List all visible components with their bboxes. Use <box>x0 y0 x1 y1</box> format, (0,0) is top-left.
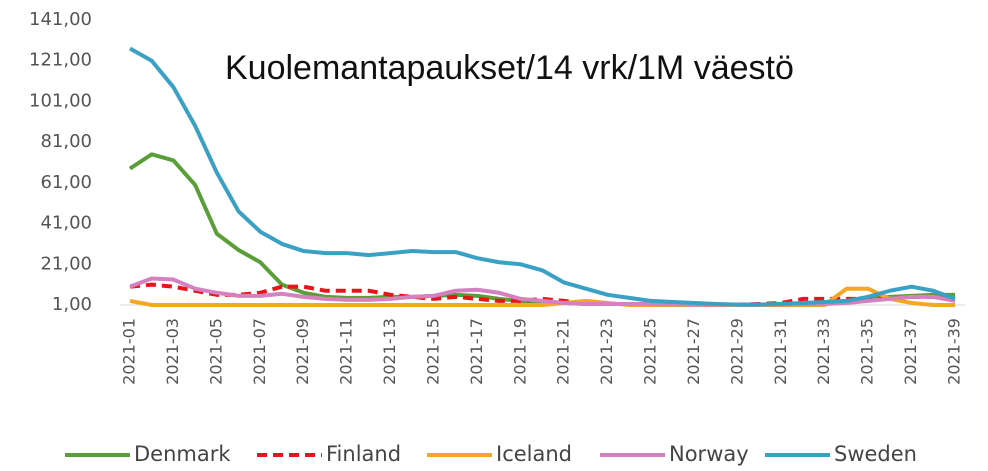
y-tick-label: 41,00 <box>40 213 92 234</box>
x-tick-label: 2021-31 <box>771 318 790 385</box>
x-tick-label: 2021-11 <box>337 318 356 385</box>
y-tick-label: 141,00 <box>29 9 92 30</box>
y-tick-label: 61,00 <box>40 172 92 193</box>
x-tick-label: 2021-09 <box>293 318 312 385</box>
y-tick-label: 101,00 <box>29 90 92 111</box>
legend-label: Denmark <box>134 442 231 466</box>
x-tick-label: 2021-15 <box>423 318 442 385</box>
y-tick-label: 1,00 <box>52 294 92 315</box>
x-tick-label: 2021-21 <box>554 318 573 385</box>
x-tick-label: 2021-25 <box>641 318 660 385</box>
legend-label: Norway <box>669 442 749 466</box>
x-tick-label: 2021-35 <box>858 318 877 385</box>
x-tick-label: 2021-17 <box>467 318 486 385</box>
x-tick-label: 2021-01 <box>120 318 139 385</box>
legend-label: Finland <box>326 442 401 466</box>
x-tick-label: 2021-27 <box>684 318 703 385</box>
x-tick-label: 2021-39 <box>945 318 964 385</box>
series-line <box>128 152 955 307</box>
legend-label: Iceland <box>496 442 572 466</box>
legend-label: Sweden <box>834 442 917 466</box>
x-tick-label: 2021-33 <box>814 318 833 385</box>
x-tick-label: 2021-05 <box>206 318 225 385</box>
series-line <box>129 282 956 307</box>
y-tick-label: 21,00 <box>40 253 92 274</box>
y-tick-label: 121,00 <box>29 50 92 71</box>
chart-title: Kuolemantapaukset/14 vrk/1M väestö <box>225 49 794 87</box>
x-tick-label: 2021-07 <box>250 318 269 385</box>
x-tick-label: 2021-03 <box>163 318 182 385</box>
x-tick-label: 2021-29 <box>727 318 746 385</box>
x-tick-label: 2021-19 <box>510 318 529 385</box>
x-tick-label: 2021-13 <box>380 318 399 385</box>
x-tick-label: 2021-23 <box>597 318 616 385</box>
series-line <box>129 46 956 307</box>
y-tick-label: 81,00 <box>40 131 92 152</box>
x-tick-label: 2021-37 <box>901 318 920 385</box>
